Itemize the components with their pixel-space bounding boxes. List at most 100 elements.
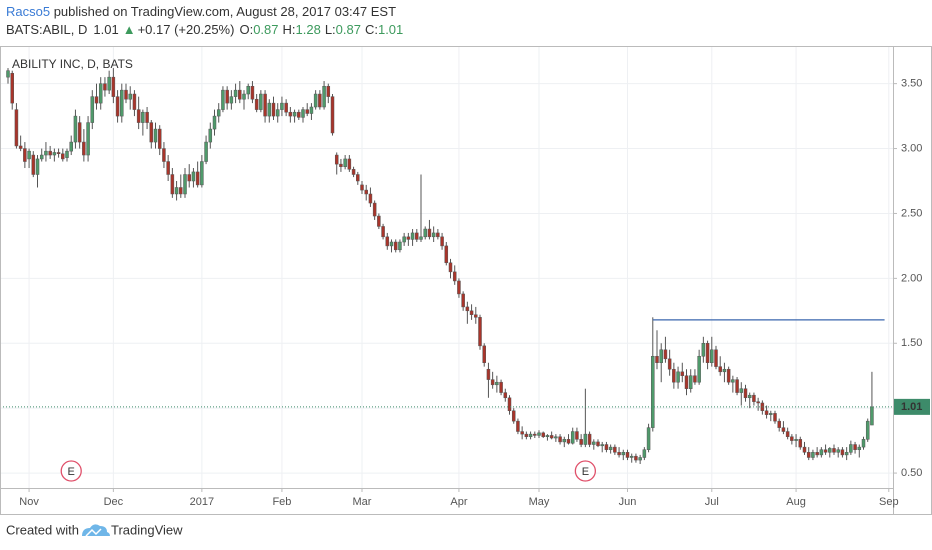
candle-body	[48, 150, 52, 156]
candle-body	[103, 83, 107, 91]
candle-body	[844, 452, 849, 456]
candle-body	[608, 446, 613, 450]
candle-body	[385, 236, 390, 247]
candle-body	[318, 93, 322, 108]
candle-body	[499, 381, 503, 393]
candle-body	[120, 89, 124, 117]
candle-body	[836, 449, 840, 453]
candle-body	[195, 171, 200, 186]
candle-body	[82, 141, 86, 156]
price-tag-label: 1.01	[901, 401, 922, 413]
y-tick-label: 0.50	[901, 467, 922, 479]
candle-body	[427, 228, 432, 238]
candle-body	[31, 154, 36, 175]
candle-body	[849, 444, 853, 453]
candle-body	[562, 439, 567, 443]
candle-body	[377, 215, 381, 227]
earnings-label: E	[68, 466, 75, 478]
candle-body	[549, 435, 554, 439]
candle-body	[815, 452, 819, 456]
candle-body	[212, 115, 217, 130]
candle-body	[777, 420, 781, 428]
candle-body	[419, 236, 423, 240]
candle-body	[267, 102, 272, 117]
high: 1.28	[296, 22, 321, 37]
candle-body	[646, 427, 651, 450]
candle-body	[297, 111, 301, 118]
candle-body	[86, 122, 90, 156]
candle-body	[23, 148, 27, 162]
publish-info: published on TradingView.com, August 28,…	[50, 4, 396, 19]
candle-body	[145, 111, 149, 123]
candle-body	[667, 358, 672, 370]
candle-body	[246, 85, 250, 95]
candle-body	[853, 444, 857, 450]
author[interactable]: Racso5	[6, 4, 50, 19]
candle-body	[124, 89, 128, 100]
candle-body	[356, 174, 360, 182]
close: 1.01	[378, 22, 403, 37]
candle-body	[305, 109, 309, 114]
candle-body	[141, 111, 145, 123]
candle-body	[238, 89, 242, 100]
candle-body	[225, 89, 229, 104]
arrow: ▲	[123, 22, 136, 37]
candle-body	[870, 406, 874, 426]
candle-body	[828, 448, 832, 453]
candle-body	[705, 343, 710, 363]
y-tick-label: 3.50	[901, 78, 922, 90]
candle-body	[170, 174, 175, 195]
candle-body	[10, 73, 14, 104]
candle-body	[398, 241, 402, 251]
earnings-label: E	[582, 466, 589, 478]
candle-body	[482, 345, 486, 363]
candle-body	[98, 83, 103, 104]
x-tick-label: Aug	[786, 496, 806, 508]
candle-body	[554, 436, 558, 439]
candle-body	[790, 436, 794, 441]
candle-body	[528, 433, 533, 437]
candle-body	[452, 271, 457, 282]
x-tick-label: Feb	[272, 496, 291, 508]
candle-body	[495, 381, 499, 386]
candle-body	[309, 106, 314, 114]
candle-body	[423, 228, 427, 238]
candle-body	[284, 102, 288, 113]
x-tick-label: Apr	[450, 496, 467, 508]
candle-body	[583, 433, 588, 445]
candle-body	[566, 439, 571, 444]
candle-body	[714, 349, 718, 367]
candle-body	[52, 152, 57, 156]
candle-body	[233, 89, 238, 97]
candle-body	[364, 189, 368, 195]
candle-body	[731, 379, 735, 383]
candle-body	[326, 85, 331, 97]
candle-body	[701, 343, 706, 357]
candle-body	[183, 174, 187, 195]
candle-body	[486, 368, 491, 380]
candle-body	[823, 449, 828, 453]
earnings-marker	[60, 460, 82, 482]
candle-body	[684, 375, 689, 389]
candle-body	[579, 439, 583, 445]
chart-title: ABILITY INC, D, BATS	[12, 57, 133, 71]
earnings-marker	[574, 460, 597, 482]
footer-brand[interactable]: TradingView	[111, 522, 183, 537]
candle-body	[756, 401, 760, 404]
o-label: O:	[239, 22, 253, 37]
candle-body	[444, 245, 449, 264]
candle-body	[545, 435, 550, 437]
candle-body	[651, 355, 655, 428]
h-label: H:	[283, 22, 296, 37]
candle-body	[735, 379, 739, 393]
candle-body	[811, 452, 815, 458]
y-tick-label: 1.50	[901, 337, 922, 349]
candle-body	[221, 89, 225, 110]
x-tick-label: Jul	[705, 496, 719, 508]
candle-body	[718, 366, 722, 373]
x-tick-label: Nov	[19, 496, 39, 508]
candle-body	[478, 317, 482, 347]
candle-body	[798, 439, 803, 448]
candle-body	[726, 368, 731, 383]
